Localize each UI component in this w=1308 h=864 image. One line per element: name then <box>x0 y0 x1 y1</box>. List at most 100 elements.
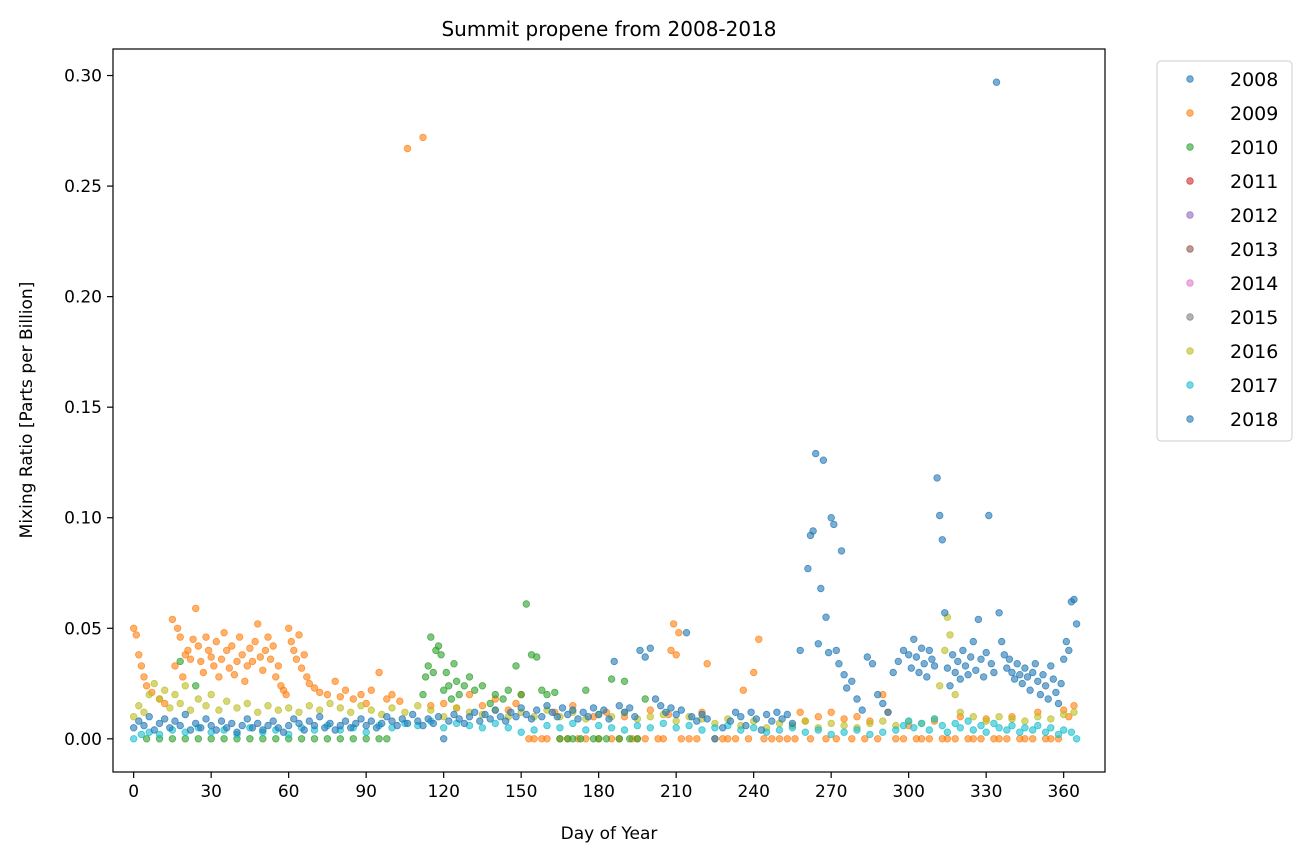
data-point-2018 <box>321 724 329 732</box>
data-point-2018 <box>491 706 499 714</box>
data-point-2009 <box>357 690 365 699</box>
data-point-2009 <box>943 735 952 743</box>
data-point-2017 <box>775 726 784 734</box>
data-point-2018 <box>481 710 489 719</box>
data-point-2018 <box>1031 660 1039 668</box>
data-point-2010 <box>383 735 391 743</box>
data-point-2016 <box>155 695 164 703</box>
data-point-2010 <box>478 682 487 690</box>
data-point-2018 <box>1023 673 1032 681</box>
data-point-2009 <box>290 646 298 655</box>
data-point-2017 <box>155 730 164 739</box>
data-point-2010 <box>486 699 494 708</box>
data-point-2016 <box>672 717 680 725</box>
data-point-2016 <box>388 704 396 712</box>
data-point-2018 <box>1041 682 1050 690</box>
data-point-2017 <box>1041 728 1050 736</box>
data-point-2018 <box>295 719 303 728</box>
data-point-2018 <box>933 474 941 482</box>
data-point-2009 <box>530 735 538 743</box>
data-point-2018 <box>455 715 463 723</box>
data-point-2018 <box>264 721 272 730</box>
data-point-2010 <box>447 695 456 703</box>
data-point-2018 <box>1072 620 1081 628</box>
data-point-2018 <box>809 527 817 535</box>
data-point-2009 <box>303 673 311 681</box>
data-point-2018 <box>879 699 887 708</box>
data-point-2017 <box>801 728 809 736</box>
data-point-2018 <box>990 668 998 677</box>
data-point-2018 <box>677 706 685 714</box>
data-point-2017 <box>866 730 874 739</box>
data-point-2009 <box>295 631 303 639</box>
data-point-2009 <box>142 682 151 690</box>
data-point-2017 <box>646 724 654 732</box>
data-point-2018 <box>874 690 882 699</box>
data-point-2009 <box>199 668 208 677</box>
data-point-2018 <box>985 511 993 520</box>
data-point-2018 <box>992 78 1001 86</box>
data-point-2009 <box>256 653 264 661</box>
data-point-2018 <box>817 584 825 593</box>
x-tick-label: 300 <box>892 782 924 802</box>
data-point-2018 <box>129 724 138 732</box>
data-point-2009 <box>202 633 210 641</box>
y-tick-label: 0.05 <box>64 619 102 639</box>
data-point-2009 <box>132 631 140 639</box>
x-tick-label: 60 <box>278 782 300 802</box>
data-point-2010 <box>452 677 461 685</box>
data-point-2016 <box>946 631 954 639</box>
data-point-2016 <box>285 704 293 712</box>
data-point-2018 <box>181 710 189 719</box>
data-point-2010 <box>543 690 551 699</box>
data-point-2009 <box>300 651 308 659</box>
data-point-2018 <box>595 710 603 719</box>
y-tick-label: 0.20 <box>64 288 102 308</box>
data-point-2018 <box>533 706 541 714</box>
data-point-2009 <box>440 699 448 708</box>
data-point-2018 <box>907 664 915 672</box>
data-point-2009 <box>207 653 215 661</box>
data-point-2018 <box>279 728 288 736</box>
data-point-2018 <box>982 648 990 657</box>
data-point-2009 <box>388 690 396 699</box>
data-point-2018 <box>1028 668 1037 677</box>
data-point-2009 <box>297 664 306 672</box>
data-point-2010 <box>323 735 332 743</box>
data-point-2018 <box>233 728 241 736</box>
data-point-2018 <box>943 664 952 672</box>
data-point-2017 <box>672 724 680 732</box>
data-point-2018 <box>979 673 988 681</box>
data-point-2018 <box>651 695 660 703</box>
data-point-2018 <box>171 717 179 725</box>
data-point-2009 <box>220 629 228 637</box>
data-point-2017 <box>478 724 487 732</box>
data-point-2017 <box>990 719 998 728</box>
data-point-2017 <box>750 724 758 732</box>
data-point-2009 <box>238 651 246 659</box>
data-point-2018 <box>496 713 505 721</box>
data-point-2009 <box>160 699 169 708</box>
data-point-2017 <box>1067 728 1076 736</box>
data-point-2009 <box>135 651 143 659</box>
data-point-2018 <box>197 724 205 732</box>
legend-label-2008: 2008 <box>1230 69 1278 91</box>
data-point-2010 <box>538 686 546 694</box>
data-point-2018 <box>1005 655 1014 663</box>
data-point-2018 <box>1008 668 1016 677</box>
data-point-2018 <box>917 644 926 652</box>
data-point-2018 <box>858 706 866 714</box>
legend-marker-2015 <box>1186 313 1194 321</box>
data-point-2016 <box>936 682 944 690</box>
data-point-2018 <box>889 668 897 677</box>
data-point-2018 <box>778 715 786 723</box>
data-point-2018 <box>476 717 484 725</box>
data-point-2010 <box>336 735 344 743</box>
data-point-2009 <box>235 633 244 641</box>
data-point-2018 <box>946 682 954 690</box>
data-point-2009 <box>176 633 184 641</box>
data-point-2018 <box>657 702 665 710</box>
data-point-2018 <box>752 715 760 723</box>
data-point-2018 <box>646 644 654 652</box>
